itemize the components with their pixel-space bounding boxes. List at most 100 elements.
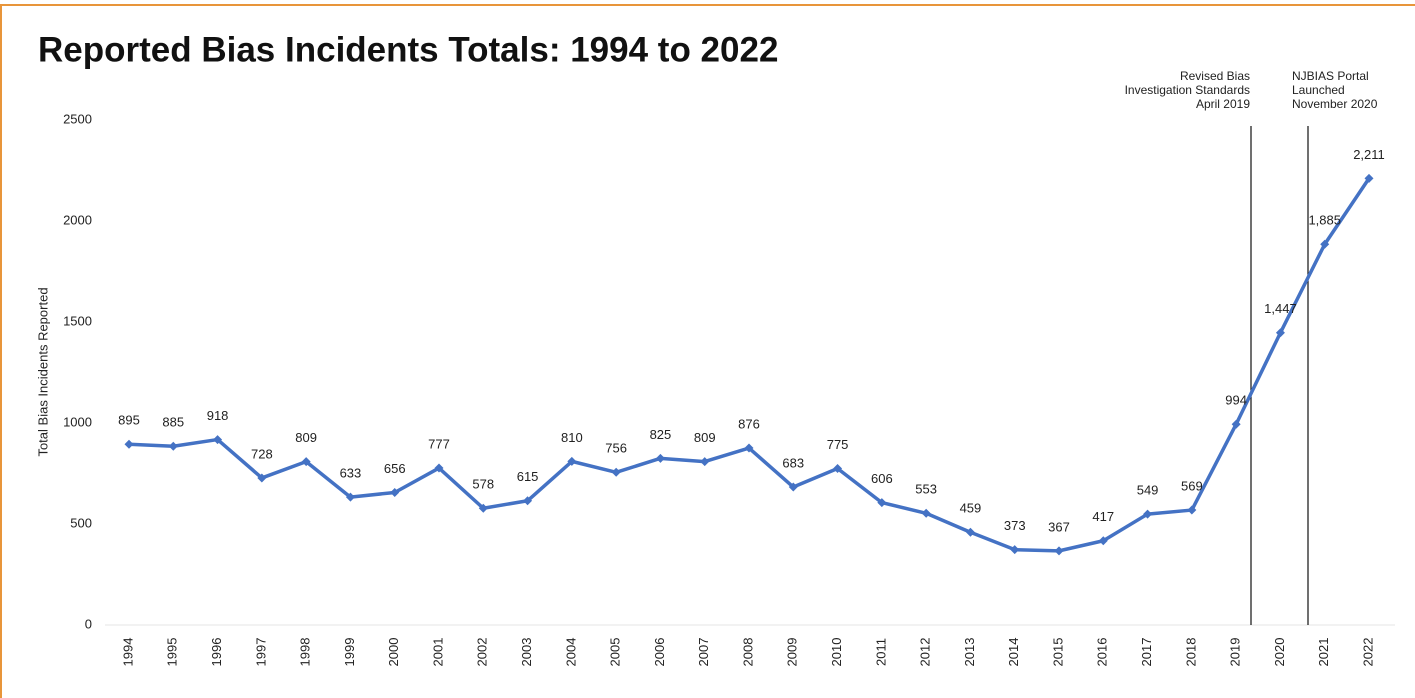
data-label: 1,885 [1308,213,1341,228]
x-tick-label: 2012 [918,638,933,667]
point-marker [1010,545,1020,555]
x-tick-label: 1994 [120,638,135,667]
point-marker [434,463,444,473]
x-tick-label: 2002 [475,638,490,667]
data-label: 895 [118,413,140,428]
x-tick-label: 2010 [829,638,844,667]
y-tick-label: 0 [85,616,92,631]
data-label: 683 [782,455,804,470]
point-marker [788,482,798,492]
data-label: 656 [384,461,406,476]
y-tick-label: 1500 [63,313,92,328]
x-tick-label: 2014 [1006,638,1021,667]
data-label: 728 [251,446,273,461]
data-label: 1,447 [1264,301,1297,316]
x-tick-label: 2021 [1316,638,1331,667]
data-label: 633 [340,466,362,481]
data-label: 809 [694,430,716,445]
annotation-text: Revised Bias [1180,69,1250,83]
chart-title: Reported Bias Incidents Totals: 1994 to … [38,30,778,69]
point-marker [301,457,311,467]
annotation-text: April 2019 [1196,97,1250,111]
data-label: 459 [960,501,982,516]
annotation-text: NJBIAS Portal [1292,69,1369,83]
data-label: 775 [827,437,849,452]
point-marker [877,498,887,508]
point-marker [700,457,710,467]
x-tick-label: 2005 [608,638,623,667]
x-tick-label: 1995 [165,638,180,667]
x-tick-label: 2007 [696,638,711,667]
x-tick-label: 1996 [209,638,224,667]
point-marker [965,527,975,537]
point-marker [523,496,533,506]
point-marker [744,443,754,453]
data-label: 615 [517,469,539,484]
point-marker [1231,419,1241,429]
y-tick-label: 1000 [63,414,92,429]
point-marker [655,453,665,463]
data-label: 810 [561,430,583,445]
annotation-text: Investigation Standards [1125,83,1250,97]
series-line [128,177,1371,553]
y-axis-label: Total Bias Incidents Reported [35,287,50,456]
x-tick-label: 2015 [1050,638,1065,667]
point-marker [567,456,577,466]
point-marker [1364,173,1374,183]
point-marker [1054,546,1064,556]
data-label: 756 [605,441,627,456]
point-marker [1320,239,1330,249]
point-marker [921,508,931,518]
x-tick-label: 2018 [1183,638,1198,667]
x-tick-label: 2020 [1272,638,1287,667]
data-label: 569 [1181,478,1203,493]
data-label: 918 [207,408,229,423]
data-label: 885 [162,415,184,430]
data-label: 994 [1225,393,1247,408]
point-marker [1187,505,1197,515]
y-tick-label: 2000 [63,212,92,227]
point-marker [345,492,355,502]
data-label: 809 [295,430,317,445]
x-tick-label: 2019 [1228,638,1243,667]
point-marker [257,473,267,483]
x-tick-label: 2009 [785,638,800,667]
point-marker [124,439,134,449]
point-marker [168,441,178,451]
point-marker [1143,509,1153,519]
data-label: 777 [428,436,450,451]
y-tick-label: 2500 [63,111,92,126]
point-marker [611,467,621,477]
x-tick-label: 2006 [652,638,667,667]
data-label: 367 [1048,519,1070,534]
point-marker [390,487,400,497]
x-tick-label: 1999 [342,638,357,667]
data-label: 606 [871,471,893,486]
x-tick-label: 2016 [1095,638,1110,667]
data-label: 578 [472,477,494,492]
x-tick-label: 2003 [519,638,534,667]
x-tick-label: 2022 [1360,638,1375,667]
data-label: 417 [1092,509,1114,524]
x-tick-label: 2000 [386,638,401,667]
data-label: 549 [1137,483,1159,498]
point-marker [1098,536,1108,546]
annotation-text: Launched [1292,83,1345,97]
data-label: 2,211 [1353,147,1385,162]
point-marker [1275,328,1285,338]
data-label: 373 [1004,518,1026,533]
x-tick-label: 2013 [962,638,977,667]
data-label: 825 [650,427,672,442]
x-tick-label: 2001 [430,638,445,667]
frame [0,4,1415,698]
data-label: 876 [738,416,760,431]
x-tick-label: 2004 [563,638,578,667]
x-tick-label: 2008 [740,638,755,667]
x-tick-label: 1997 [253,638,268,667]
annotation-text: November 2020 [1292,97,1378,111]
y-tick-label: 500 [70,515,92,530]
x-tick-label: 2011 [873,638,888,666]
point-marker [833,463,843,473]
point-marker [478,503,488,513]
